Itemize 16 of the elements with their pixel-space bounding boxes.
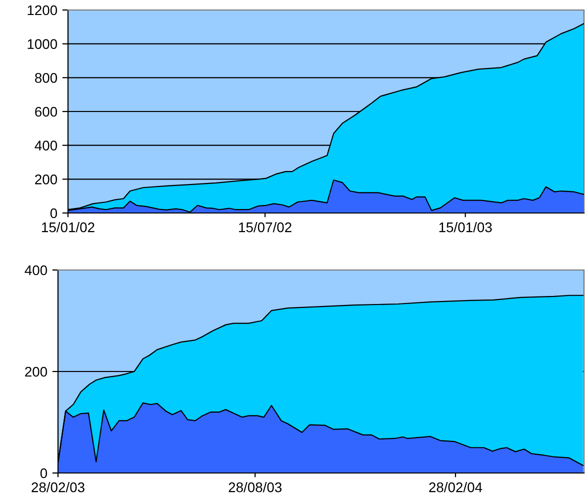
y-tick-label: 0: [50, 208, 58, 218]
y-tick-label: 600: [35, 106, 58, 117]
x-tick-label: 15/01/03: [439, 222, 492, 232]
y-tick-label: 1200: [28, 5, 58, 16]
y-tick-label: 0: [40, 468, 48, 478]
y-tick-label: 800: [35, 73, 58, 83]
x-tick-label: 15/01/02: [42, 222, 94, 232]
x-tick-label: 15/07/02: [239, 222, 292, 232]
y-tick-label: 400: [24, 265, 48, 276]
y-tick-label: 400: [34, 140, 58, 151]
y-tick-label: 1000: [28, 39, 58, 50]
y-tick-label: 200: [35, 174, 58, 184]
x-tick-label: 28/02/03: [32, 482, 84, 492]
x-tick-label: 28/02/04: [429, 482, 482, 492]
y-tick-label: 200: [25, 366, 48, 377]
x-tick-label: 28/08/03: [228, 482, 282, 492]
